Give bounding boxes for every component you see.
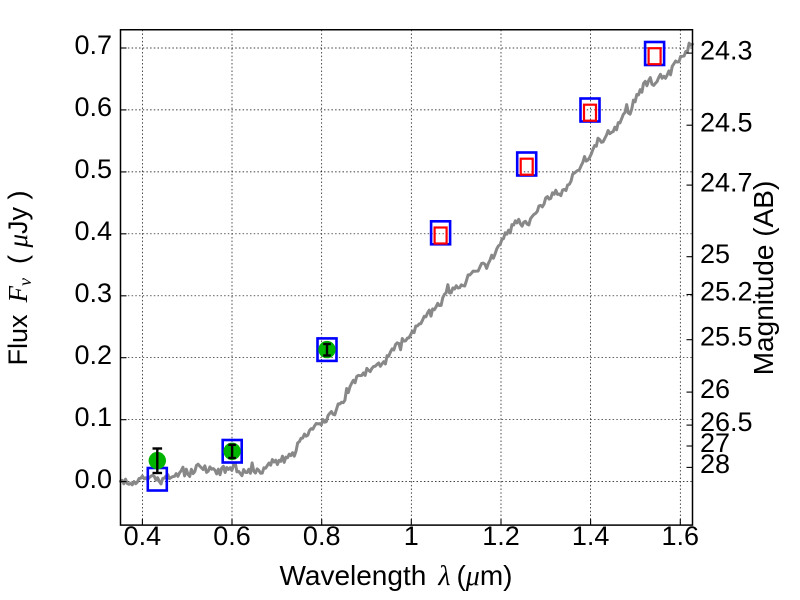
svg-text:0.1: 0.1: [74, 402, 112, 432]
svg-text:28: 28: [700, 449, 730, 479]
svg-text:0.6: 0.6: [74, 92, 112, 122]
svg-text:1: 1: [404, 521, 419, 551]
svg-text:0.5: 0.5: [74, 154, 112, 184]
svg-text:25: 25: [700, 239, 730, 269]
svg-text:24.5: 24.5: [700, 108, 753, 138]
svg-text:0.4: 0.4: [74, 216, 112, 246]
svg-text:24.7: 24.7: [700, 168, 753, 198]
svg-text:0.6: 0.6: [213, 521, 251, 551]
svg-text:26: 26: [700, 374, 730, 404]
svg-text:24.3: 24.3: [700, 36, 753, 66]
svg-text:0.8: 0.8: [303, 521, 341, 551]
svg-text:0.0: 0.0: [74, 464, 112, 494]
svg-text:0.7: 0.7: [74, 30, 112, 60]
svg-text:25.2: 25.2: [700, 277, 753, 307]
svg-text:Magnitude (AB): Magnitude (AB): [748, 181, 779, 376]
svg-text:1.4: 1.4: [572, 521, 610, 551]
svg-text:1.6: 1.6: [662, 521, 700, 551]
svg-text:1.2: 1.2: [482, 521, 520, 551]
svg-text:0.2: 0.2: [74, 340, 112, 370]
svg-text:0.3: 0.3: [74, 278, 112, 308]
svg-text:25.5: 25.5: [700, 322, 753, 352]
svg-text:0.4: 0.4: [124, 521, 162, 551]
